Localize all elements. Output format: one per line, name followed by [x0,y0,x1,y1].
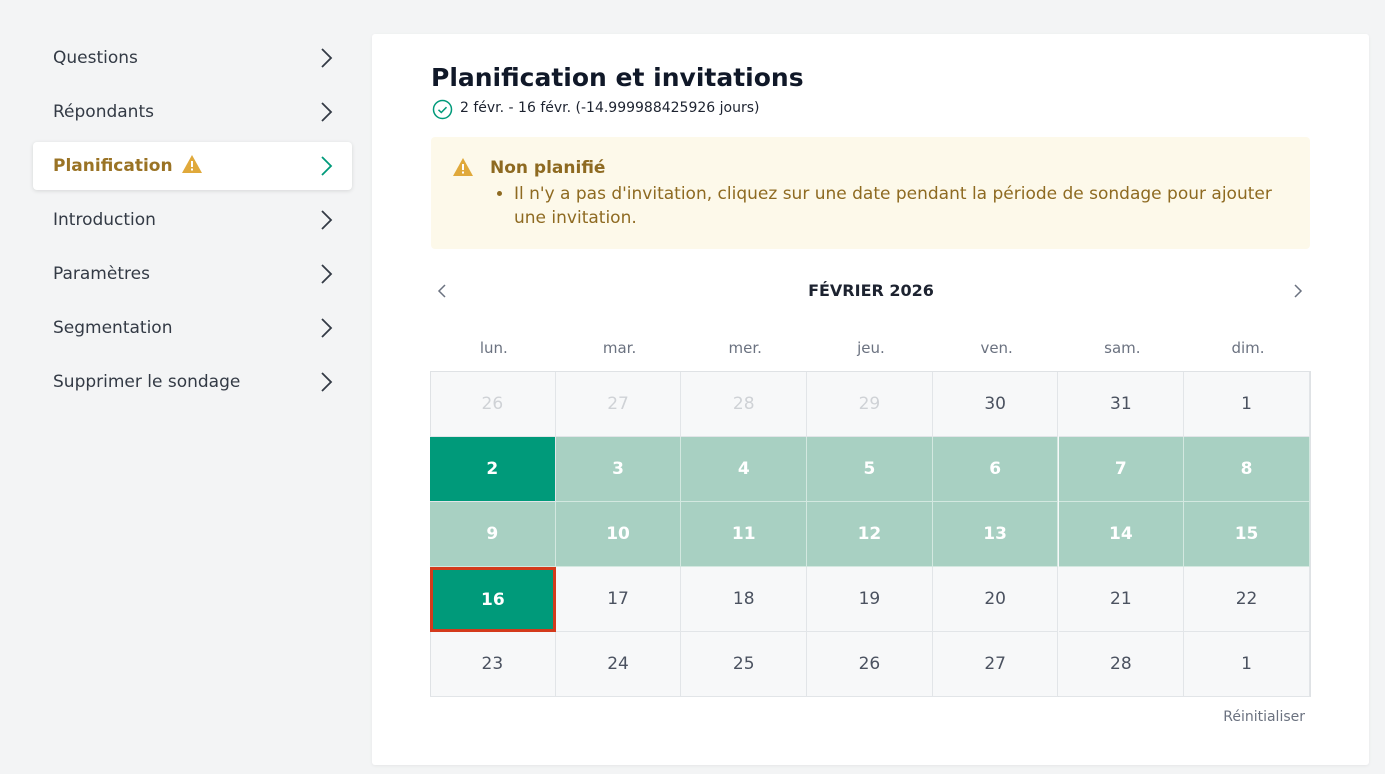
nav-item[interactable]: Supprimer le sondage [33,358,352,406]
chevron [321,318,333,338]
chevron [321,372,333,392]
day-cell[interactable]: 3 [555,437,682,502]
alert [431,137,1310,249]
nav-item[interactable]: Répondants [33,88,352,136]
day-cell[interactable]: 31 [1058,372,1185,437]
nav-label: Introduction [53,210,156,230]
day-cell[interactable]: 20 [932,567,1059,632]
nav-label: Questions [53,48,138,68]
nav-label: Supprimer le sondage [53,372,241,392]
nav-item[interactable]: Segmentation [33,304,352,352]
day-cell[interactable]: 25 [681,632,808,697]
day-cell[interactable]: 28 [681,372,808,437]
nav-item[interactable]: Introduction [33,196,352,244]
chevron [321,264,333,284]
panel-title: Planification et invitations [431,63,804,92]
day-cell[interactable]: 10 [555,502,682,567]
alert-item: Il n'y a pas d'invitation, cliquez sur u… [514,182,1304,230]
weekday: ven. [980,339,1013,357]
day-cell[interactable]: 6 [932,437,1059,502]
day-cell[interactable]: 4 [681,437,808,502]
day-cell[interactable]: 16 [430,567,556,632]
day-cell[interactable]: 23 [430,632,556,697]
day-cell[interactable]: 27 [555,372,682,437]
day-cell[interactable]: 8 [1184,437,1310,502]
chevron [321,210,333,230]
check-icon [432,99,453,120]
day-cell[interactable]: 26 [807,632,933,697]
nav-label: Répondants [53,102,154,122]
day-cell[interactable]: 9 [430,502,556,567]
weekday: mer. [728,339,762,357]
chevron [321,102,333,122]
day-cell[interactable]: 13 [932,502,1059,567]
calendar-month: FÉVRIER 2026 [808,281,934,300]
day-cell[interactable]: 1 [1184,372,1310,437]
weekday: jeu. [857,339,885,357]
chevron [321,48,333,68]
day-cell[interactable]: 17 [555,567,682,632]
day-cell[interactable]: 12 [807,502,933,567]
day-cell[interactable]: 11 [681,502,808,567]
day-cell[interactable]: 26 [430,372,556,437]
day-cell[interactable]: 30 [932,372,1059,437]
chevron [321,156,333,176]
weekday: lun. [479,339,508,357]
day-cell[interactable]: 2 [430,437,556,502]
nav-item[interactable]: Questions [33,34,352,82]
calendar-grid: 26 27 28 29 30 31 1 2 3 4 5 6 7 8 9 10 11 12 13 14 15 16 17 18 1… [430,371,1311,697]
warning-icon [453,158,473,176]
nav-item[interactable]: Planification [33,142,352,190]
day-cell[interactable]: 14 [1058,502,1185,567]
day-cell[interactable]: 27 [932,632,1059,697]
nav-label: Planification [53,156,173,176]
weekday: sam. [1104,339,1141,357]
nav-item[interactable]: Paramètres [33,250,352,298]
reset-button[interactable]: Réinitialiser [1223,709,1305,725]
day-cell[interactable]: 22 [1184,567,1310,632]
day-cell[interactable]: 5 [807,437,933,502]
day-cell[interactable]: 18 [681,567,808,632]
date-range: 2 févr. - 16 févr. (-14.999988425926 jou… [460,100,760,116]
nav-label: Paramètres [53,264,150,284]
day-cell[interactable]: 15 [1184,502,1310,567]
day-cell[interactable]: 28 [1058,632,1185,697]
day-cell[interactable]: 29 [807,372,933,437]
day-cell[interactable]: 1 [1184,632,1310,697]
weekday: dim. [1231,339,1265,357]
alert-title: Non planifié [490,158,606,178]
next-month[interactable] [1291,283,1305,299]
weekday: mar. [602,339,637,357]
day-cell[interactable]: 21 [1058,567,1185,632]
alert-list: Il n'y a pas d'invitation, cliquez sur u… [496,182,1304,230]
day-cell[interactable]: 7 [1058,437,1185,502]
prev-month[interactable] [436,283,450,299]
nav-label: Segmentation [53,318,173,338]
day-cell[interactable]: 19 [807,567,933,632]
warning-icon [181,155,202,173]
day-cell[interactable]: 24 [555,632,682,697]
